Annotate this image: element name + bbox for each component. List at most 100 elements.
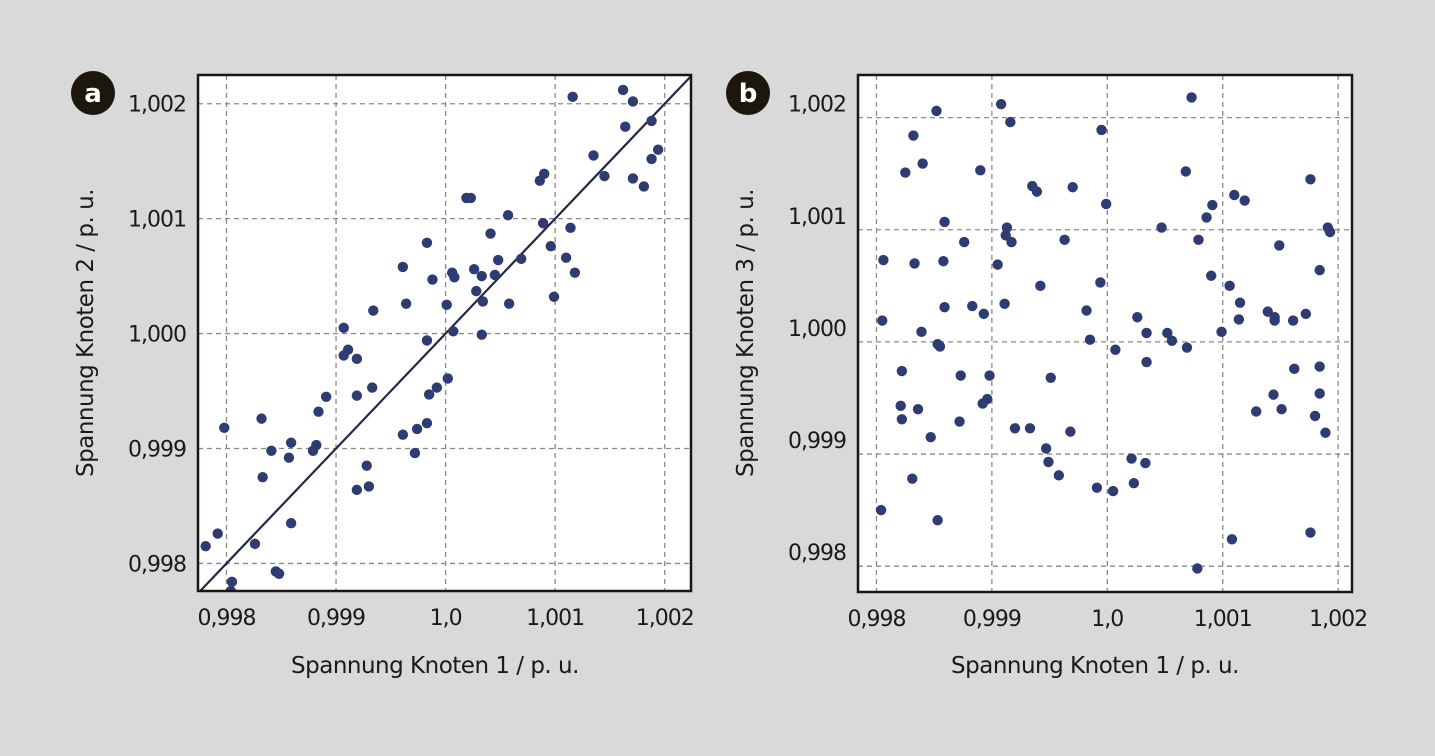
data-point [1009,423,1021,434]
data-point [421,237,433,248]
plot-frame-a [196,73,693,593]
data-point [225,585,237,591]
data-point [1035,280,1046,292]
data-point [1045,372,1056,383]
data-point [366,382,378,393]
y-tick-label: 1,001 [128,208,186,233]
data-point [465,192,476,204]
data-point [896,365,908,377]
data-point [995,98,1007,110]
reference-line-y-equals-x [198,75,691,591]
data-point [283,452,295,463]
x-tick-label: 1,001 [526,606,584,631]
data-point [1107,485,1119,497]
data-point [1059,234,1070,246]
data-point [909,258,920,269]
data-point [599,170,610,182]
data-point [1224,280,1235,292]
data-point [442,373,453,384]
data-point [1289,363,1300,375]
y-tick-label: 1,002 [128,93,186,118]
data-point [1084,334,1096,345]
data-point [421,418,433,429]
data-point [1229,189,1240,201]
data-point [1091,482,1103,493]
data-point [908,130,919,141]
y-tick-label: 0,999 [788,429,846,454]
data-point [1269,315,1280,326]
data-point [560,252,572,263]
data-point [266,445,277,456]
data-point [411,423,423,435]
data-point [934,341,946,352]
data-point [1024,423,1036,434]
panel-a-x-axis-label: Spannung Knoten 1 / p. u. [291,653,579,679]
data-point [449,272,460,283]
data-point [1186,92,1197,103]
data-point [471,285,482,297]
data-point [978,308,990,320]
data-point [1067,181,1078,193]
data-point [1110,344,1121,355]
data-point [627,173,639,184]
data-point [565,222,576,234]
y-tick-label: 0,999 [128,437,186,462]
data-point [925,432,936,443]
data-point [409,447,421,459]
data-point [476,270,487,282]
data-point [502,210,514,221]
data-point [1287,315,1299,326]
data-point [427,274,438,285]
data-point [1128,478,1140,489]
data-point [397,429,409,440]
data-point [256,413,267,424]
data-point [1233,314,1245,325]
data-point [351,390,363,401]
data-point [900,167,911,178]
data-point [249,538,261,550]
data-point [313,406,324,417]
data-point [1193,234,1204,246]
data-point [878,254,889,266]
data-point [638,181,650,192]
data-point [361,460,372,471]
data-point [931,105,942,117]
x-tick-label: 1,002 [636,606,694,631]
data-point [368,305,379,316]
panel-b-scatter-plot: Spannung Knoten 1 / p. u. Spannung Knote… [726,71,1368,679]
data-point [1276,403,1287,415]
data-point [363,481,375,492]
data-point [1141,327,1152,339]
data-point [1239,195,1250,206]
data-point [1324,226,1336,238]
data-point [1234,297,1246,308]
data-point [200,540,211,552]
x-tick-label: 0,998 [847,607,905,632]
data-point [476,329,487,340]
data-point [212,528,223,539]
y-tick-label: 0,998 [128,552,186,577]
data-point [400,298,412,309]
plot-frame-b [856,73,1354,594]
data-point [939,301,950,313]
data-point [1314,361,1325,372]
data-point [975,165,986,176]
panel-b-badge-label: b [739,79,758,109]
data-point [423,389,435,400]
data-point [1205,270,1217,281]
data-point [448,326,459,337]
data-point [515,253,527,265]
data-point [1126,453,1137,464]
data-point [982,393,993,405]
data-point [999,298,1010,309]
data-point [1156,222,1167,233]
data-point [652,144,664,155]
data-point [1031,186,1043,197]
data-point [503,298,515,309]
x-tick-label: 1,001 [1194,607,1252,632]
data-point [954,416,965,427]
data-point [338,350,349,361]
data-point [1305,527,1316,538]
data-point [1141,356,1152,368]
